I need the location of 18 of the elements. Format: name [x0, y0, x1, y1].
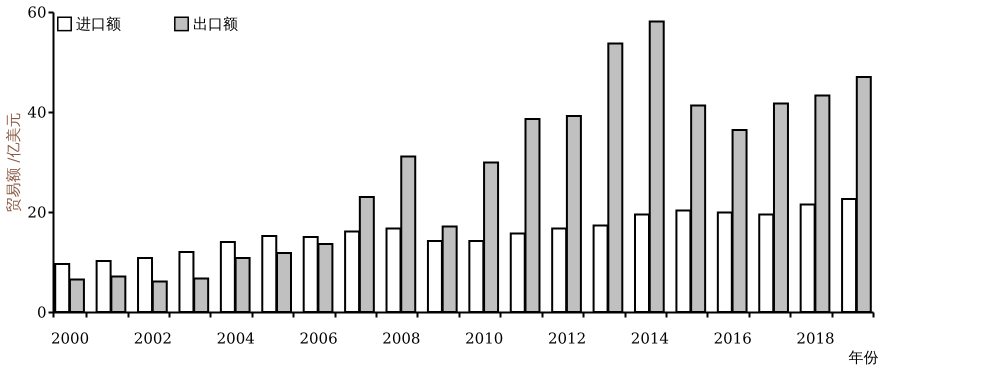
y-tick-label: 20: [27, 204, 46, 222]
x-tick-label: 2008: [382, 330, 420, 348]
x-tick-label: 2014: [630, 330, 669, 348]
legend-label: 进口额: [76, 14, 121, 33]
x-tick-label: 2006: [299, 330, 338, 348]
y-tick-label: 0: [36, 304, 46, 322]
x-tick-label: 2010: [465, 330, 504, 348]
x-tick-label: 2018: [796, 330, 835, 348]
y-axis-title: 贸易额 /亿美元: [4, 112, 22, 212]
x-tick-label: 2012: [548, 330, 586, 348]
x-tick-label: 2000: [50, 330, 90, 348]
y-tick-label: 60: [27, 4, 46, 22]
y-tick-label: 40: [27, 104, 46, 122]
legend-label: 出口额: [193, 14, 238, 33]
x-tick-label: 2004: [216, 330, 255, 348]
x-axis-title: 年份: [848, 348, 878, 366]
x-tick-label: 2002: [134, 330, 172, 348]
x-tick-label: 2016: [714, 330, 752, 348]
